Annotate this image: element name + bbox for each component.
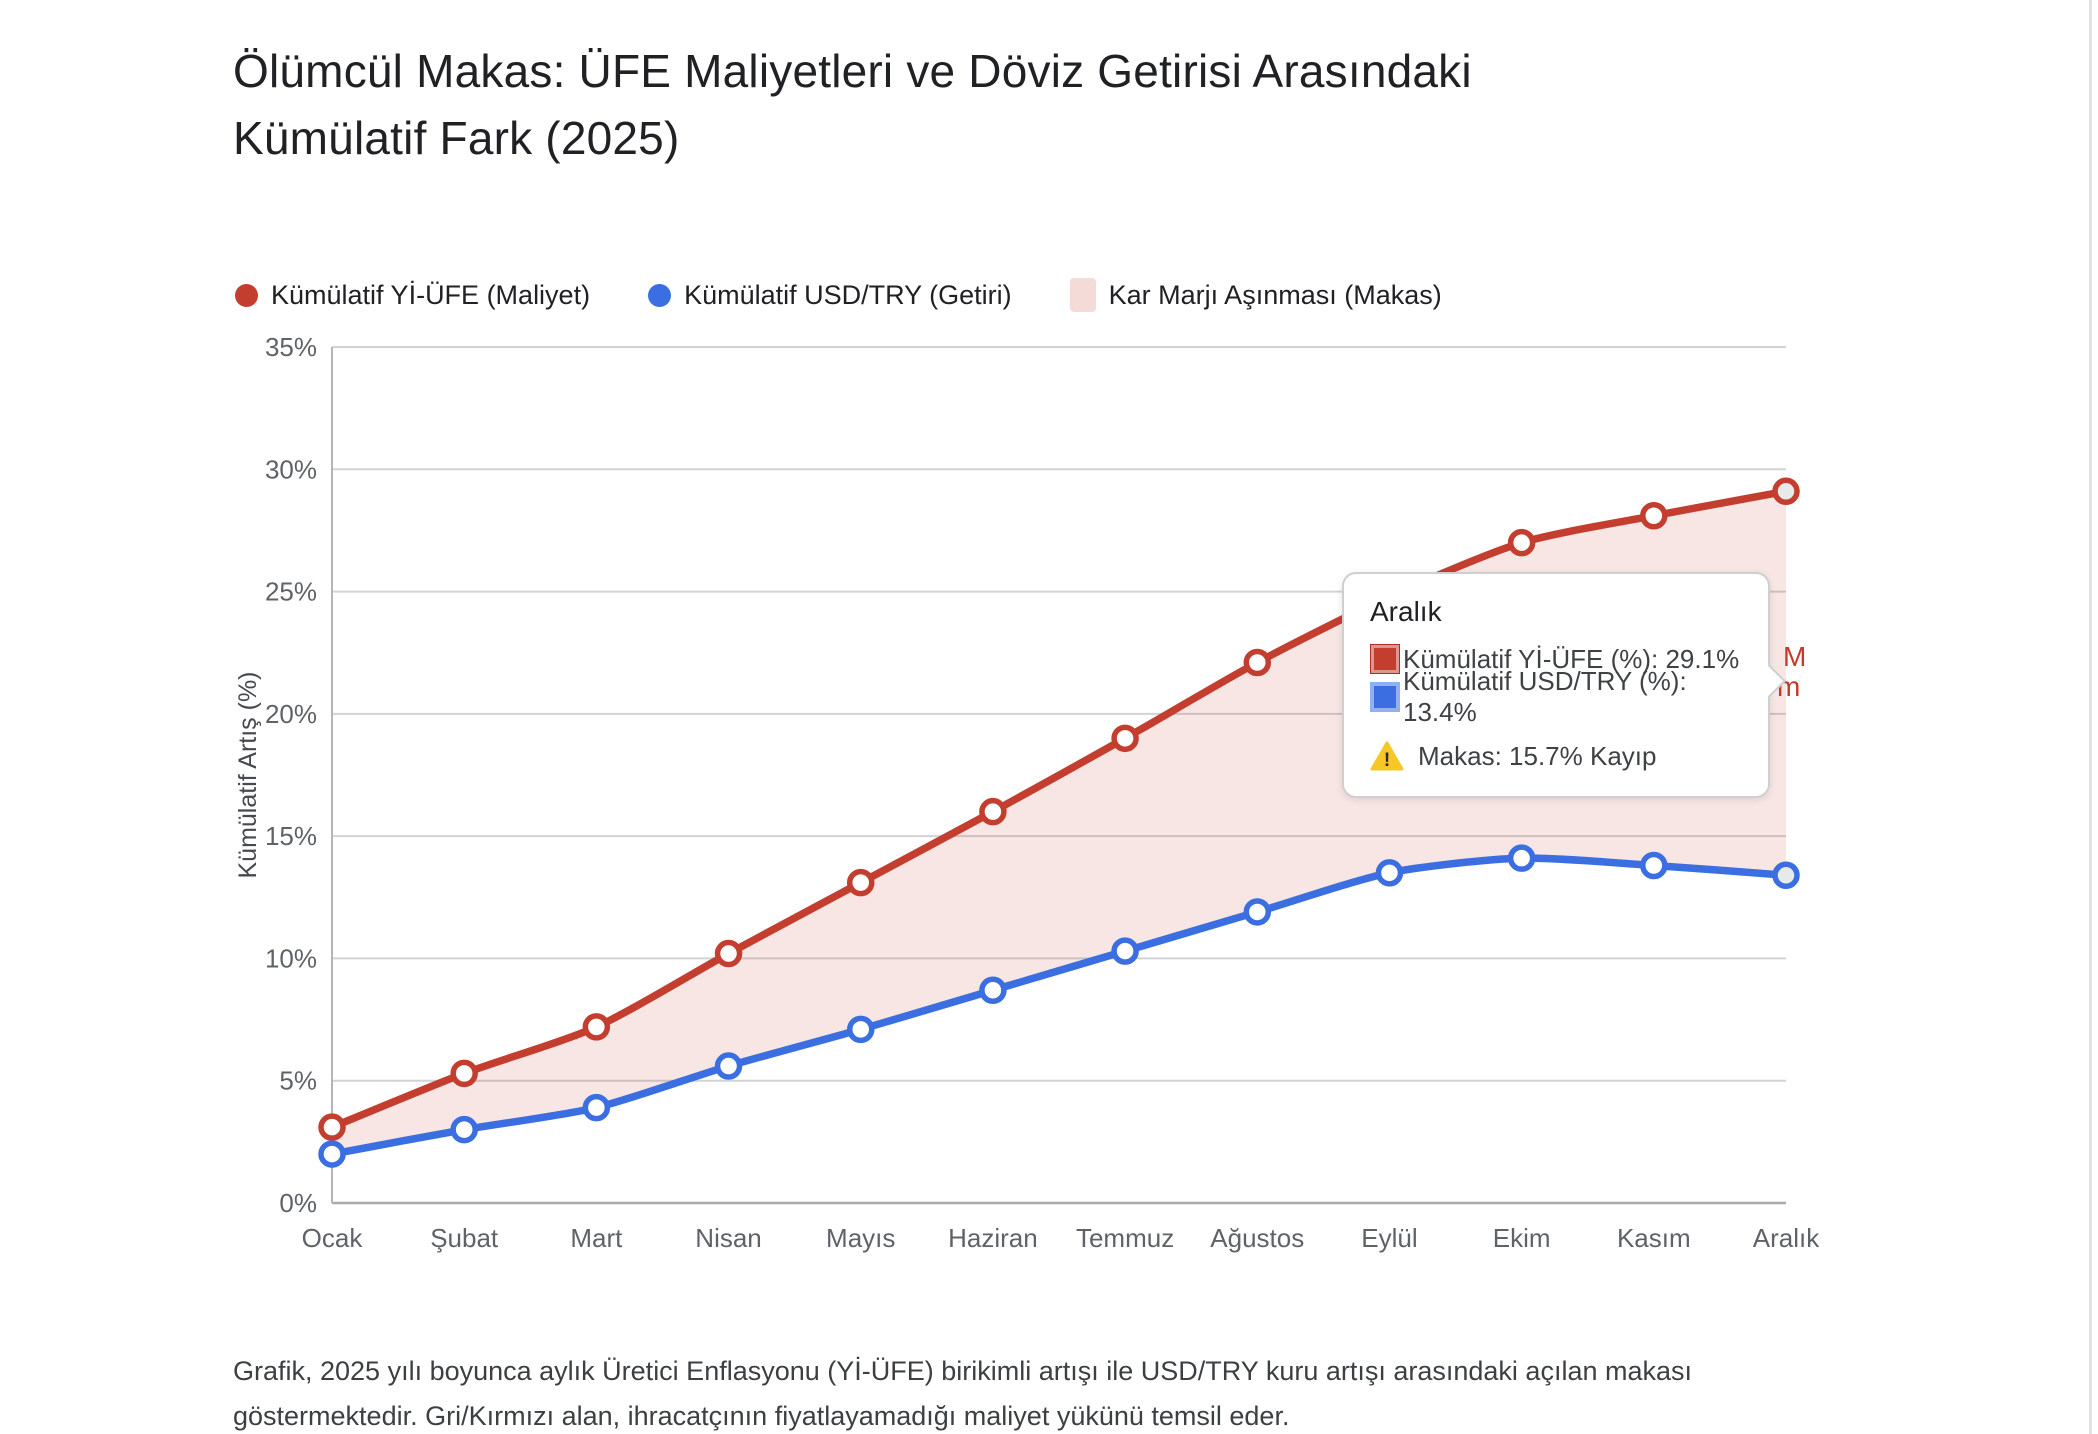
chart-area[interactable]: 35% 30% 25% 20% 15% 10% 5% 0% Ocak Şubat Mart Nisan… <box>0 330 2098 1290</box>
x-tick-label: Mart <box>570 1223 623 1253</box>
y-tick-label: 25% <box>265 577 317 607</box>
yiufe-point[interactable] <box>714 939 743 968</box>
yiufe-point[interactable] <box>1111 724 1139 753</box>
x-tick-label: Ocak <box>302 1223 364 1253</box>
page-title-line1: Ölümcül Makas: ÜFE Maliyetleri ve Döviz … <box>233 45 1472 97</box>
yiufe-point[interactable] <box>846 868 875 897</box>
y-tick-label: 20% <box>265 699 317 729</box>
tooltip-row-yiufe: Kümülatif Yİ-ÜFE (%): 29.1% <box>1370 640 1750 678</box>
legend-label: Kümülatif USD/TRY (Getiri) <box>684 279 1012 310</box>
x-tick-label: Şubat <box>430 1223 499 1253</box>
yiufe-point[interactable] <box>1640 502 1668 530</box>
usdtry-point[interactable] <box>318 1140 346 1168</box>
usdtry-point[interactable] <box>979 976 1007 1004</box>
footer-caption: Grafik, 2025 yılı boyunca aylık Üretici … <box>233 1356 1693 1431</box>
clipped-annotation-line1: M <box>1783 641 1807 672</box>
usdtry-point[interactable] <box>846 1015 875 1044</box>
legend-label: Kümülatif Yİ-ÜFE (Maliyet) <box>271 279 591 310</box>
red-series-legend-icon <box>235 283 258 307</box>
x-tick-label: Aralık <box>1753 1223 1820 1253</box>
warning-icon: ! <box>1370 741 1404 771</box>
tooltip-row-label: Kümülatif USD/TRY (%): 13.4% <box>1403 666 1687 727</box>
yiufe-point[interactable] <box>1507 528 1536 557</box>
x-tick-label: Kasım <box>1617 1223 1691 1253</box>
red-series-swatch <box>1370 644 1400 674</box>
x-tick-label: Eylül <box>1361 1223 1417 1253</box>
x-tick-label: Mayıs <box>826 1223 895 1253</box>
tooltip-warning-label: Makas: 15.7% Kayıp <box>1418 740 1657 771</box>
yiufe-point[interactable] <box>318 1113 346 1141</box>
yiufe-point[interactable] <box>450 1059 478 1088</box>
y-tick-label: 30% <box>265 454 317 484</box>
x-tick-label: Haziran <box>948 1223 1038 1253</box>
usdtry-point[interactable] <box>1243 898 1272 926</box>
window-edge-divider <box>2089 0 2092 1434</box>
y-tick-label: 5% <box>279 1066 317 1096</box>
y-tick-label: 10% <box>265 943 317 973</box>
usdtry-point[interactable] <box>1111 937 1139 965</box>
legend-item-yiufe[interactable]: Kümülatif Yİ-ÜFE (Maliyet) <box>235 280 590 311</box>
usdtry-point[interactable] <box>582 1093 611 1122</box>
usdtry-point[interactable] <box>1640 851 1668 880</box>
blue-series-legend-icon <box>648 283 672 307</box>
x-tick-label: Ağustos <box>1210 1223 1304 1253</box>
yiufe-point[interactable] <box>1243 648 1272 677</box>
blue-series-swatch <box>1370 682 1400 712</box>
usdtry-point[interactable] <box>714 1052 743 1080</box>
legend-label: Kar Marjı Aşınması (Makas) <box>1108 279 1442 310</box>
page-title: Ölümcül Makas: ÜFE Maliyetleri ve Döviz … <box>233 38 1472 172</box>
x-tick-label: Nisan <box>695 1223 761 1253</box>
legend-item-usdtry[interactable]: Kümülatif USD/TRY (Getiri) <box>648 280 1012 311</box>
plot-svg[interactable]: 35% 30% 25% 20% 15% 10% 5% 0% Ocak Şubat Mart Nisan… <box>0 330 2098 1290</box>
tooltip-warning-row: ! Makas: 15.7% Kayıp <box>1370 738 1750 774</box>
yiufe-point[interactable] <box>979 797 1007 826</box>
page-title-line2: Kümülatif Fark (2025) <box>233 112 680 164</box>
area-legend-icon <box>1069 278 1096 312</box>
yiufe-point[interactable] <box>1772 477 1800 506</box>
svg-text:!: ! <box>1384 750 1390 771</box>
legend-item-makas[interactable]: Kar Marjı Aşınması (Makas) <box>1069 278 1442 312</box>
y-tick-label: 35% <box>265 332 317 362</box>
usdtry-point[interactable] <box>1375 859 1404 887</box>
chart-legend: Kümülatif Yİ-ÜFE (Maliyet) Kümülatif USD… <box>235 278 1442 312</box>
y-tick-label: 15% <box>265 821 317 851</box>
clipped-annotation: M m <box>1777 641 1807 702</box>
usdtry-point[interactable] <box>450 1115 478 1144</box>
y-axis-title: Kümülatif Artış (%) <box>234 672 262 879</box>
yiufe-point[interactable] <box>582 1013 611 1041</box>
usdtry-point[interactable] <box>1507 844 1536 872</box>
usdtry-point[interactable] <box>1772 861 1800 890</box>
x-tick-label: Temmuz <box>1076 1223 1174 1253</box>
tooltip: Aralık Kümülatif Yİ-ÜFE (%): 29.1% Kümül… <box>1342 572 1786 798</box>
tooltip-row-usdtry: Kümülatif USD/TRY (%): 13.4% <box>1370 666 1750 727</box>
y-tick-label: 0% <box>279 1188 317 1218</box>
tooltip-title: Aralık <box>1370 596 1442 627</box>
x-tick-label: Ekim <box>1493 1223 1551 1253</box>
tooltip-row-label: Kümülatif Yİ-ÜFE (%): 29.1% <box>1403 643 1740 674</box>
